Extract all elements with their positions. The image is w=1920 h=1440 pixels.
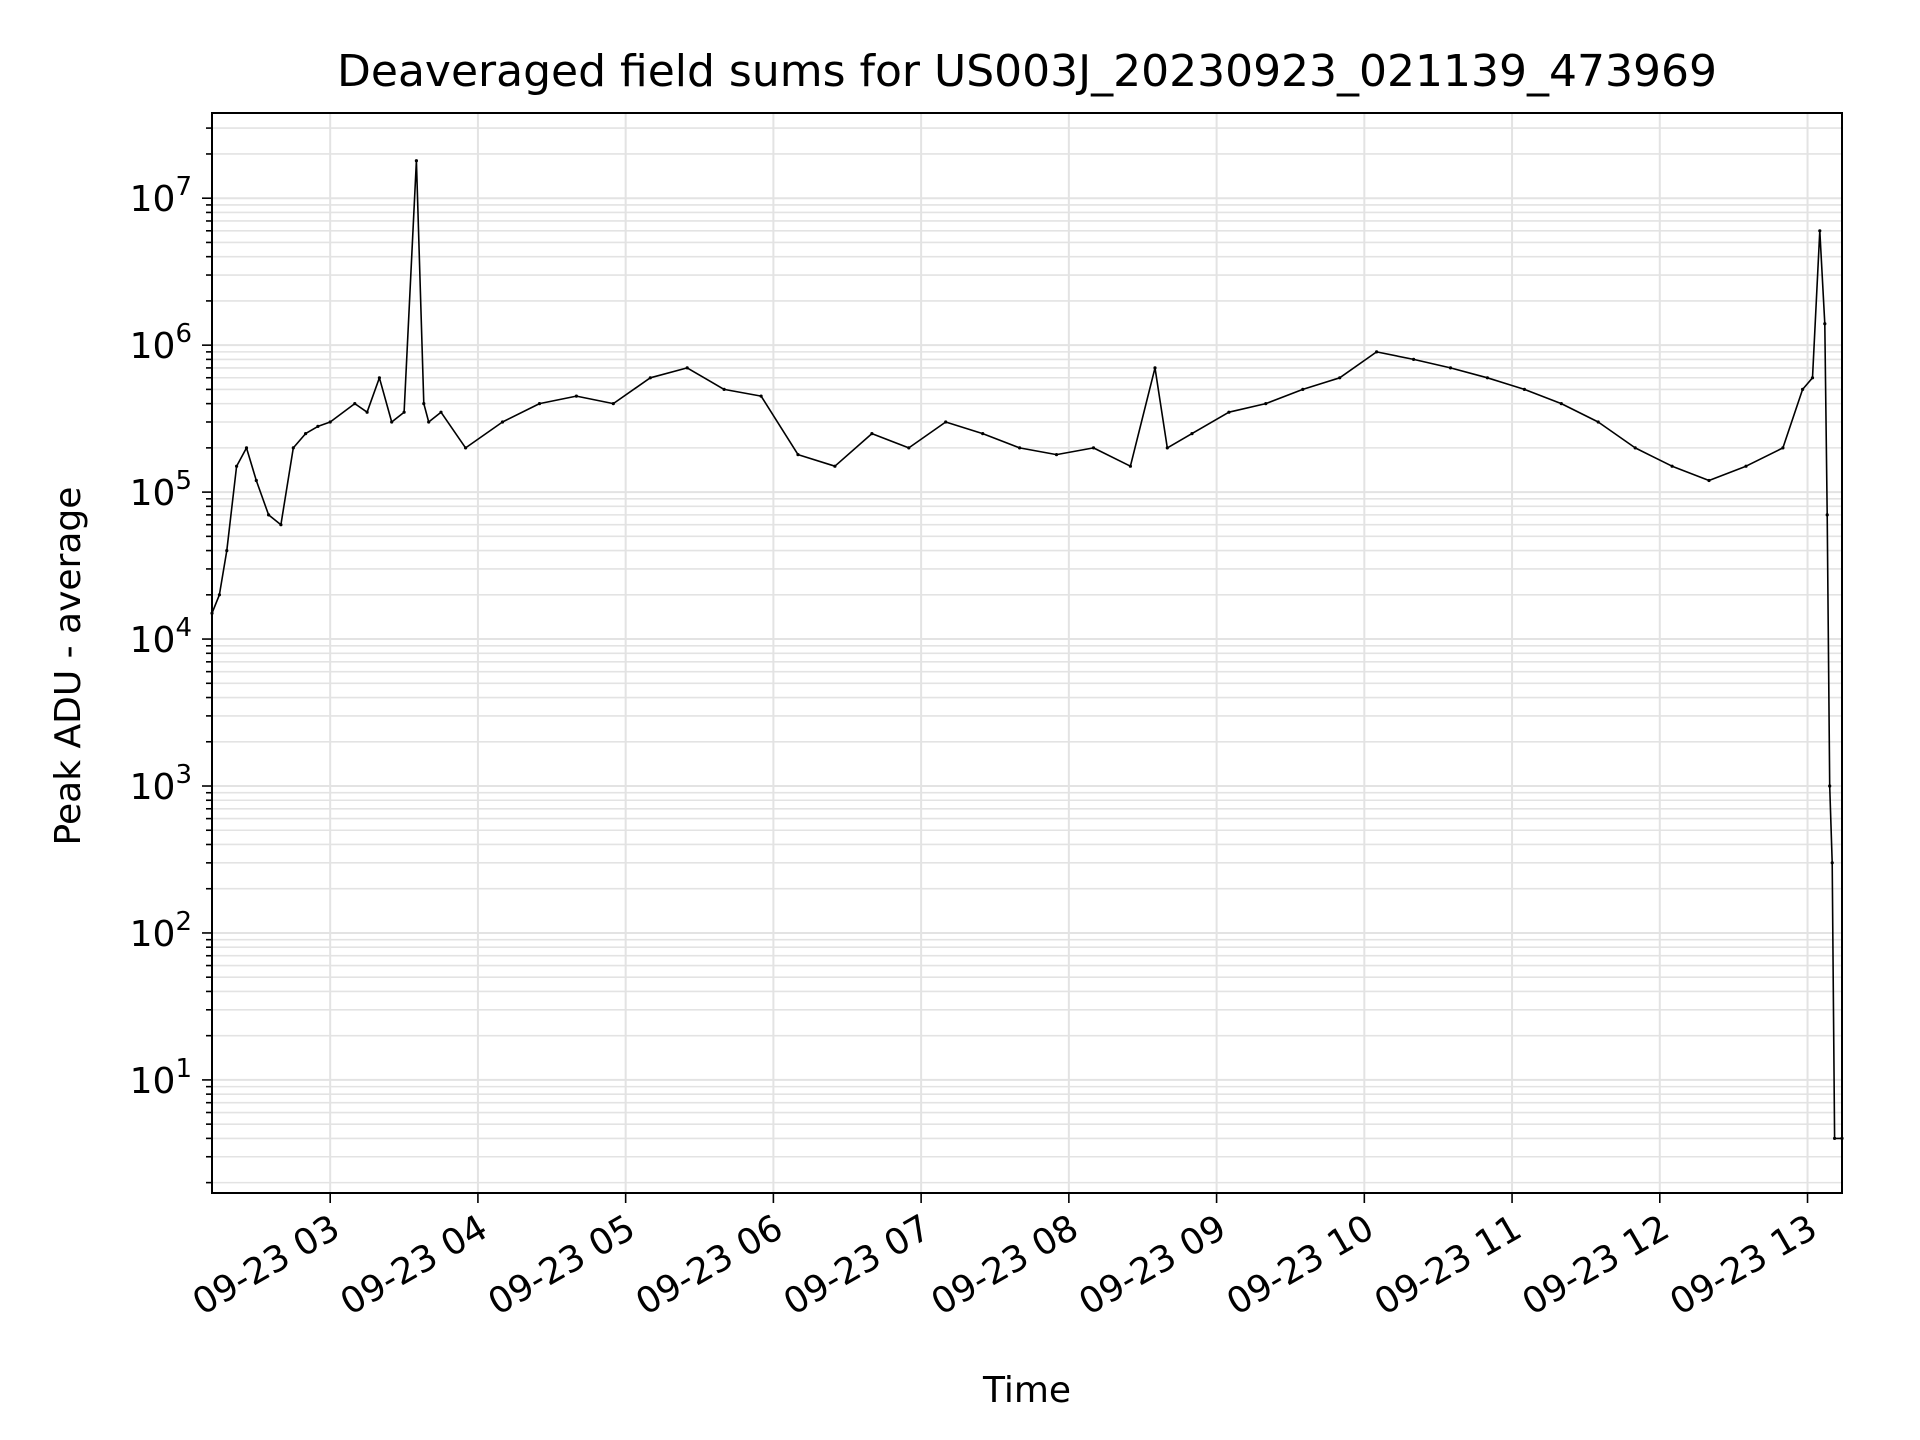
data-point	[500, 420, 505, 424]
data-point	[1596, 420, 1600, 424]
y-tick-label: 102	[130, 907, 192, 955]
y-tick-label: 104	[130, 613, 192, 661]
data-point	[1227, 410, 1231, 414]
data-point	[1448, 366, 1453, 370]
grid	[212, 113, 1842, 1193]
data-point	[244, 446, 249, 450]
data-point	[537, 402, 542, 406]
data-point	[1670, 464, 1674, 468]
data-point	[907, 446, 911, 450]
data-point	[225, 549, 229, 553]
data-point	[574, 394, 579, 398]
data-point	[1810, 376, 1815, 380]
x-tick-label: 09-23 08	[925, 1207, 1086, 1323]
data-point	[422, 402, 426, 406]
data-point	[390, 420, 394, 424]
data-point	[1818, 229, 1822, 233]
data-point	[414, 159, 418, 163]
data-point	[1522, 387, 1526, 391]
data-point	[291, 446, 295, 450]
y-tick-label: 107	[130, 172, 192, 220]
data-point	[1828, 784, 1832, 788]
data-point	[1190, 432, 1194, 436]
x-tick-label: 09-23 09	[1072, 1207, 1233, 1323]
data-point	[464, 446, 468, 450]
data-point	[611, 402, 615, 406]
x-tick-label: 09-23 10	[1220, 1207, 1381, 1323]
y-tick-label: 106	[130, 319, 192, 367]
x-tick-label: 09-23 11	[1368, 1207, 1529, 1323]
data-point	[833, 464, 837, 468]
x-tick-label: 09-23 04	[334, 1207, 495, 1323]
data-point	[217, 593, 221, 597]
x-axis-label: Time	[982, 1370, 1071, 1411]
data-point	[1830, 861, 1834, 865]
x-tick-label: 09-23 07	[777, 1207, 938, 1323]
data-point	[1833, 1136, 1837, 1140]
y-tick-label: 105	[130, 466, 192, 514]
data-point	[1485, 376, 1489, 380]
data-point	[1781, 446, 1785, 450]
data-point	[1338, 376, 1342, 380]
data-point	[254, 478, 258, 483]
data-point	[1375, 350, 1379, 354]
data-point	[870, 432, 874, 436]
data-point	[1264, 402, 1268, 406]
data-point	[377, 376, 381, 380]
data-point	[267, 513, 271, 517]
y-axis-label: Peak ADU - average	[48, 487, 89, 846]
data-point	[1091, 446, 1096, 450]
data-point	[235, 464, 239, 468]
data-point	[1633, 446, 1637, 450]
data-point	[1707, 478, 1711, 483]
data-point	[1153, 366, 1157, 370]
data-point	[1744, 464, 1748, 468]
data-point	[439, 410, 443, 414]
data-point	[1559, 402, 1563, 406]
x-tick-label: 09-23 13	[1663, 1207, 1824, 1323]
data-point	[328, 420, 332, 424]
series-layer	[210, 159, 1844, 1140]
data-point	[1128, 464, 1132, 468]
data-point	[1412, 357, 1416, 361]
data-point	[353, 402, 357, 406]
y-tick-label: 101	[130, 1054, 192, 1102]
data-point	[722, 387, 726, 391]
data-point	[648, 376, 652, 380]
data-point	[1825, 513, 1829, 517]
data-point	[944, 420, 948, 424]
data-point	[316, 424, 320, 428]
data-point	[402, 410, 406, 414]
chart-title: Deaveraged field sums for US003J_2023092…	[337, 46, 1717, 97]
data-point	[304, 432, 308, 436]
x-tick-label: 09-23 06	[629, 1207, 790, 1323]
y-tick-label: 103	[130, 760, 192, 808]
x-tick-label: 09-23 05	[481, 1207, 642, 1323]
data-point	[427, 420, 431, 424]
data-point	[279, 523, 283, 527]
data-point	[1823, 322, 1827, 326]
data-point	[1165, 446, 1169, 450]
data-point	[796, 453, 800, 457]
data-point	[1018, 446, 1022, 450]
data-point	[1801, 387, 1805, 391]
x-tick-label: 09-23 03	[186, 1207, 347, 1323]
data-point	[365, 410, 369, 414]
data-point	[981, 432, 985, 436]
data-point	[759, 394, 763, 398]
series-line	[211, 159, 1842, 1140]
x-tick-label: 09-23 12	[1516, 1207, 1677, 1323]
data-point	[1054, 453, 1059, 457]
data-point	[1301, 387, 1305, 391]
data-point	[685, 366, 689, 370]
